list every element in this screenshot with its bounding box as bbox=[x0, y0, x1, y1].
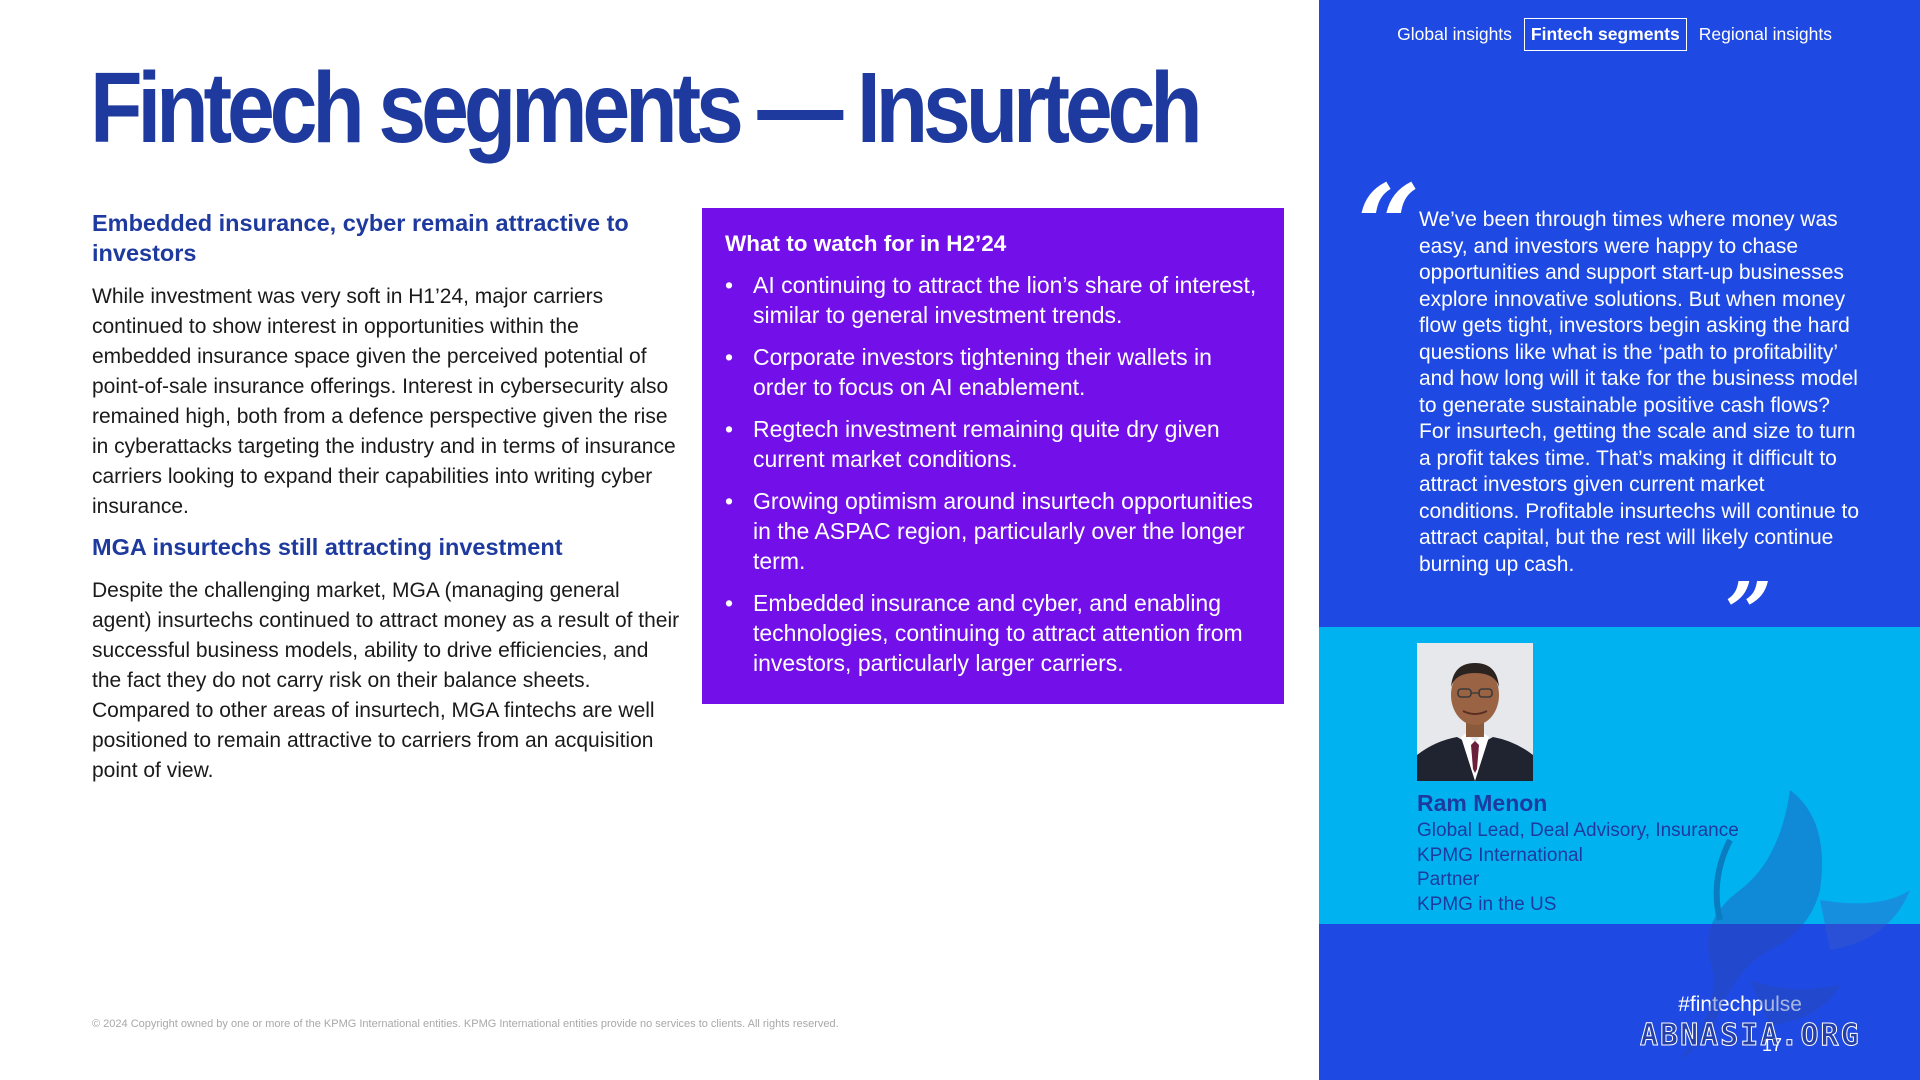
list-item: • Embedded insurance and cyber, and enabl… bbox=[725, 588, 1260, 678]
tab-regional-insights[interactable]: Regional insights bbox=[1698, 24, 1832, 44]
section-heading-mga: MGA insurtechs still attracting investme… bbox=[92, 534, 563, 560]
list-item: • AI continuing to attract the lion’s sha… bbox=[725, 270, 1260, 330]
what-to-watch-heading: What to watch for in H2’24 bbox=[725, 231, 1007, 256]
bullet-icon: • bbox=[725, 488, 734, 514]
list-item-text: Growing optimism around insurtech opport… bbox=[753, 488, 1253, 574]
bullet-icon: • bbox=[725, 272, 734, 298]
person-organization: KPMG International bbox=[1417, 844, 1583, 866]
page-number: 17 bbox=[1761, 1035, 1782, 1055]
person-title-block: Global Lead, Deal Advisory, Insurance KP… bbox=[1417, 819, 1739, 917]
bullet-icon: • bbox=[725, 416, 734, 442]
what-to-watch-box: What to watch for in H2’24 • AI continuin… bbox=[702, 208, 1284, 704]
section-nav: Global insights Fintech segments Regiona… bbox=[1391, 18, 1838, 51]
watermark-text: ABNASIA.ORG bbox=[1640, 1018, 1861, 1054]
list-item-text: Embedded insurance and cyber, and enabli… bbox=[753, 590, 1243, 676]
copyright-notice: © 2024 Copyright owned by one or more of… bbox=[92, 1018, 839, 1030]
open-quote-icon: “ bbox=[1357, 160, 1421, 289]
tab-global-insights[interactable]: Global insights bbox=[1397, 24, 1512, 44]
quote-text: We’ve been through times where money was… bbox=[1419, 208, 1860, 576]
person-name: Ram Menon bbox=[1417, 790, 1548, 816]
list-item: • Corporate investors tightening their wa… bbox=[725, 342, 1260, 402]
what-to-watch-list: • AI continuing to attract the lion’s sha… bbox=[725, 270, 1260, 678]
avatar bbox=[1417, 643, 1533, 781]
list-item: • Growing optimism around insurtech oppor… bbox=[725, 486, 1260, 576]
bullet-icon: • bbox=[725, 344, 734, 370]
bullet-icon: • bbox=[725, 590, 734, 616]
close-quote-icon: ” bbox=[1725, 565, 1773, 661]
person-position: Partner bbox=[1417, 869, 1480, 890]
section-heading-embedded-insurance: Embedded insurance, cyber remain attract… bbox=[92, 210, 629, 266]
quote-panel: Global insights Fintech segments Regiona… bbox=[1319, 0, 1920, 1080]
list-item: • Regtech investment remaining quite dry … bbox=[725, 414, 1260, 474]
tab-fintech-segments[interactable]: Fintech segments bbox=[1523, 18, 1687, 51]
list-item-text: Regtech investment remaining quite dry g… bbox=[753, 416, 1220, 472]
person-photo-icon bbox=[1417, 643, 1533, 781]
left-column: Embedded insurance, cyber remain attract… bbox=[92, 208, 682, 794]
hashtag: #fintechpulse bbox=[1678, 993, 1802, 1016]
section-body-embedded-insurance: While investment was very soft in H1’24,… bbox=[92, 285, 676, 518]
list-item-text: Corporate investors tightening their wal… bbox=[753, 344, 1212, 400]
person-role: Global Lead, Deal Advisory, Insurance bbox=[1417, 820, 1739, 841]
list-item-text: AI continuing to attract the lion’s shar… bbox=[753, 272, 1257, 328]
page-title: Fintech segments — Insurtech bbox=[90, 52, 1203, 164]
person-location: KPMG in the US bbox=[1417, 893, 1557, 915]
section-body-mga: Despite the challenging market, MGA (man… bbox=[92, 579, 680, 782]
